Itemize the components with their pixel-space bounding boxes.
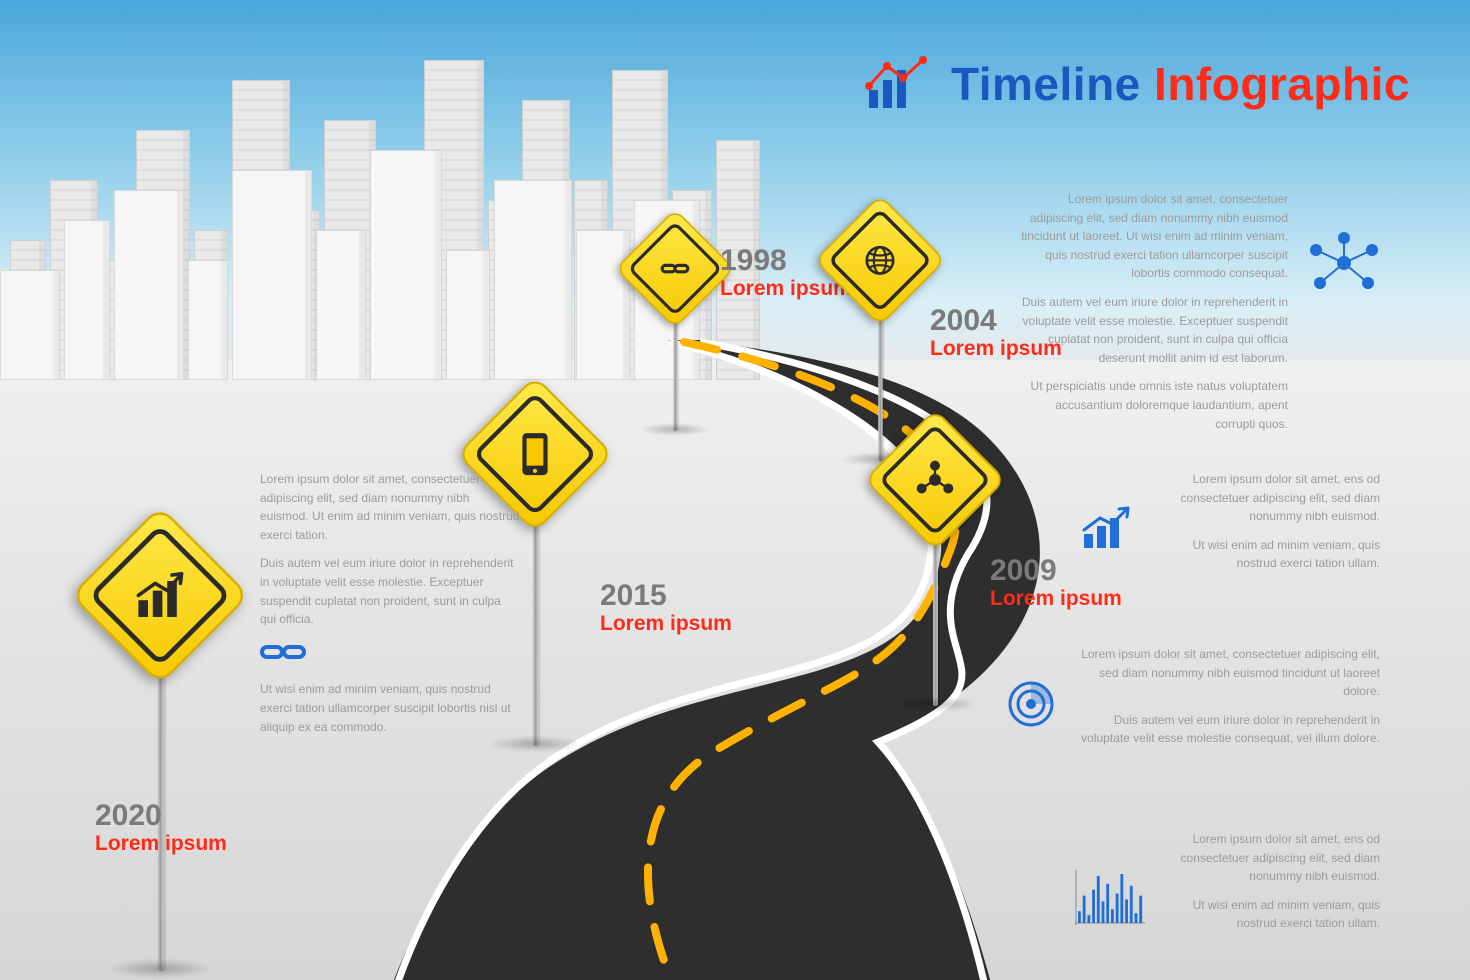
paragraph: Ut wisi enim ad minim veniam, quis nostr… <box>1150 896 1380 933</box>
people-network <box>1304 228 1384 298</box>
sign-pole <box>933 530 938 706</box>
year-text: 2015 <box>600 580 732 612</box>
road-sign-m1998 <box>623 226 727 431</box>
sign-shadow <box>639 423 711 436</box>
growth-chart <box>1080 506 1134 550</box>
sign-pole <box>673 311 677 431</box>
sign-shadow <box>106 959 214 978</box>
sign-diamond-inner <box>627 221 722 316</box>
road-sign-m2009 <box>873 430 997 706</box>
sub-text: Lorem ipsum <box>990 587 1122 611</box>
paragraph: Duis autem vel eum iriure dolor in repre… <box>260 554 520 628</box>
sign-label-m2009: 2009Lorem ipsum <box>990 555 1122 611</box>
sign-label-m2020: 2020Lorem ipsum <box>95 800 227 856</box>
sign-diamond-inner <box>89 524 232 667</box>
paragraph: Ut wisi enim ad minim veniam, quis nostr… <box>260 680 520 736</box>
sign-shadow <box>892 697 978 712</box>
road-sign-m2020 <box>82 532 238 971</box>
sign-diamond <box>615 209 735 329</box>
text-block-tb5: Lorem ipsum dolor sit amet, ens od conse… <box>1150 830 1380 943</box>
target <box>1006 679 1056 729</box>
sign-diamond-inner <box>828 208 933 313</box>
sign-pole <box>532 510 537 746</box>
year-text: 2020 <box>95 800 227 832</box>
sub-text: Lorem ipsum <box>95 832 227 856</box>
sign-diamond <box>70 505 250 685</box>
infographic-stage: Timeline Infographic 1998Lorem ipsum2004… <box>0 0 1470 980</box>
globe-icon <box>862 243 897 278</box>
sign-diamond-inner <box>879 423 992 536</box>
sign-diamond <box>864 409 1006 551</box>
paragraph: Lorem ipsum dolor sit amet, ens od conse… <box>1150 830 1380 886</box>
link-icon <box>659 253 691 285</box>
paragraph: Duis autem vel eum iriure dolor in repre… <box>1020 293 1288 367</box>
sub-text: Lorem ipsum <box>600 612 732 636</box>
mini-bar-chart <box>1075 870 1145 925</box>
text-block-tb4: Lorem ipsum dolor sit amet, consectetuer… <box>1070 645 1380 758</box>
paragraph: Lorem ipsum dolor sit amet, ens od conse… <box>1150 470 1380 526</box>
network-icon <box>915 460 955 500</box>
phone-icon <box>518 431 552 477</box>
paragraph: Ut perspiciatis unde omnis iste natus vo… <box>1020 377 1288 433</box>
bar-growth-icon <box>134 571 187 619</box>
paragraph: Lorem ipsum dolor sit amet, consectetuer… <box>260 470 520 544</box>
sign-label-m2015: 2015Lorem ipsum <box>600 580 732 636</box>
text-block-tb1: Lorem ipsum dolor sit amet, consectetuer… <box>260 470 520 746</box>
paragraph: Duis autem vel eum iriure dolor in repre… <box>1070 711 1380 748</box>
year-text: 2009 <box>990 555 1122 587</box>
sign-diamond <box>814 194 946 326</box>
link-icon <box>260 639 520 671</box>
paragraph: Lorem ipsum dolor sit amet, consectetuer… <box>1070 645 1380 701</box>
paragraph: Ut wisi enim ad minim veniam, quis nostr… <box>1150 536 1380 573</box>
text-block-tb2: Lorem ipsum dolor sit amet, consectetuer… <box>1020 190 1380 443</box>
text-block-tb3: Lorem ipsum dolor sit amet, ens od conse… <box>1150 470 1380 583</box>
paragraph: Lorem ipsum dolor sit amet, consectetuer… <box>1020 190 1288 283</box>
